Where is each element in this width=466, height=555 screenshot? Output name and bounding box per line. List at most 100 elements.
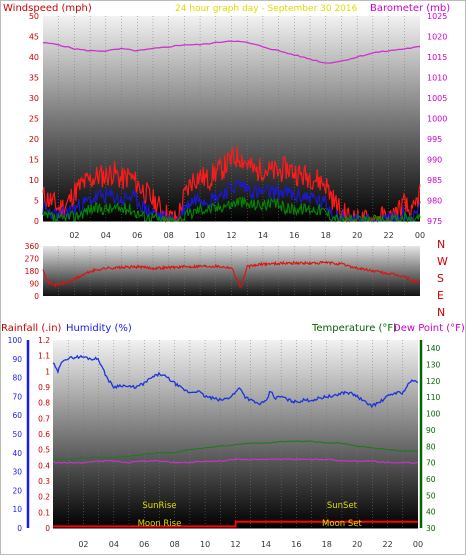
compass-label: S — [437, 272, 444, 285]
annotation-moon-set: Moon Set — [322, 519, 362, 529]
x-tick-label: 16 — [289, 231, 299, 240]
y-tick-label-rainfall: 1 — [45, 367, 50, 376]
compass-label: E — [437, 289, 444, 302]
x-tick-label: 20 — [352, 231, 362, 240]
x-tick-label: 08 — [170, 540, 180, 549]
annotation-sunrise: SunRise — [142, 501, 176, 511]
y-tick-label-rainfall: 1.1 — [38, 352, 50, 361]
y-tick-label-windspeed: 10 — [29, 176, 39, 185]
y-tick-label-barometer: 1005 — [427, 94, 447, 103]
y-tick-label-humidity: 0 — [17, 524, 22, 533]
y-tick-label-temperature: 120 — [426, 377, 441, 386]
x-tick-label: 22 — [383, 231, 393, 240]
x-tick-label: 02 — [69, 231, 79, 240]
y-tick-label-temperature: 60 — [426, 475, 436, 484]
left-axis-title: Windspeed (mph) — [3, 3, 92, 14]
x-tick-label: 00 — [415, 231, 425, 240]
y-tick-label-humidity: 40 — [12, 449, 22, 458]
y-tick-label-temperature: 90 — [426, 426, 436, 435]
y-tick-label-windspeed: 20 — [29, 135, 39, 144]
y-tick-label-rainfall: 0.8 — [38, 399, 50, 408]
y-tick-label-windspeed: 25 — [29, 115, 39, 124]
series-humidity — [52, 354, 419, 409]
y-tick-label-barometer: 975 — [427, 217, 442, 226]
y-tick-label-barometer: 1025 — [427, 12, 447, 21]
y-tick-label-windspeed: 40 — [29, 53, 39, 62]
x-tick-label: 04 — [101, 231, 111, 240]
y-tick-label-rainfall: 0.5 — [38, 446, 50, 455]
y-tick-label-humidity: 70 — [12, 392, 22, 401]
x-tick-label: 00 — [413, 540, 423, 549]
y-tick-label-humidity: 10 — [12, 505, 22, 514]
y-tick-label-humidity: 80 — [12, 374, 22, 383]
compass-label: N — [437, 238, 445, 251]
y-tick-label-windspeed: 45 — [29, 33, 39, 42]
right-axis-title: Barometer (mb) — [370, 3, 450, 14]
series-wind-minimum — [42, 196, 421, 224]
series-temperature — [52, 440, 419, 461]
y-tick-label-barometer: 995 — [427, 135, 442, 144]
y-tick-label-rainfall: 0.4 — [38, 461, 50, 470]
x-tick-label: 18 — [321, 231, 331, 240]
y-tick-label-windspeed: 15 — [29, 156, 39, 165]
humidity-temperature-panel: 010203040506070809010000.10.20.30.40.50.… — [8, 336, 441, 549]
compass-label: N — [437, 306, 445, 319]
x-tick-label: 20 — [352, 540, 362, 549]
y-tick-label-humidity: 50 — [12, 430, 22, 439]
y-tick-label-humidity: 30 — [12, 468, 22, 477]
y-tick-label-temperature: 70 — [426, 459, 436, 468]
windspeed-barometer-panel: 0510152025303540455097598098599099510001… — [29, 12, 448, 240]
x-tick-label: 18 — [322, 540, 332, 549]
center-title: 24 hour graph day - September 30 2016 — [175, 4, 358, 14]
y-tick-label-temperature: 130 — [426, 361, 441, 370]
x-tick-label: 04 — [109, 540, 119, 549]
y-tick-label-windspeed: 0 — [34, 217, 39, 226]
x-tick-label: 02 — [78, 540, 88, 549]
y-tick-label-rainfall: 1.2 — [38, 336, 50, 345]
y-tick-label-humidity: 60 — [12, 411, 22, 420]
series-barometer — [42, 40, 421, 64]
y-tick-label-direction: 90 — [29, 280, 39, 289]
y-tick-label-barometer: 980 — [427, 197, 442, 206]
y-tick-label-temperature: 140 — [426, 344, 441, 353]
x-tick-label: 16 — [291, 540, 301, 549]
y-tick-label-rainfall: 0.7 — [38, 414, 50, 423]
y-tick-label-windspeed: 50 — [29, 12, 39, 21]
dewpoint-axis-title: Dew Point (°F) — [393, 323, 465, 334]
series-wind-direction — [42, 260, 421, 289]
series-dewpoint — [53, 458, 419, 464]
humidity-axis-title: Humidity (%) — [66, 323, 132, 334]
y-tick-label-humidity: 100 — [8, 336, 23, 345]
x-tick-label: 06 — [132, 231, 142, 240]
y-tick-label-humidity: 90 — [12, 355, 22, 364]
y-tick-label-direction: 270 — [25, 255, 40, 264]
x-tick-label: 10 — [195, 231, 205, 240]
y-tick-label-rainfall: 0.9 — [38, 383, 50, 392]
y-tick-label-barometer: 1000 — [427, 115, 447, 124]
y-tick-label-barometer: 985 — [427, 176, 442, 185]
y-tick-label-temperature: 80 — [426, 442, 436, 451]
y-tick-label-temperature: 30 — [426, 524, 436, 533]
y-tick-label-rainfall: 0.1 — [38, 508, 50, 517]
series-rainfall — [53, 520, 418, 528]
y-tick-label-direction: 180 — [25, 267, 40, 276]
annotation-sunset: SunSet — [327, 501, 358, 511]
y-tick-label-rainfall: 0.2 — [38, 493, 50, 502]
y-tick-label-temperature: 50 — [426, 491, 436, 500]
x-tick-label: 06 — [139, 540, 149, 549]
y-tick-label-direction: 0 — [34, 292, 39, 301]
y-tick-label-barometer: 1015 — [427, 53, 447, 62]
y-tick-label-windspeed: 30 — [29, 94, 39, 103]
y-tick-label-temperature: 110 — [426, 393, 441, 402]
y-tick-label-barometer: 1010 — [427, 74, 447, 83]
y-tick-label-rainfall: 0.6 — [38, 430, 50, 439]
y-tick-label-rainfall: 0 — [45, 524, 50, 533]
y-tick-label-rainfall: 0.3 — [38, 477, 50, 486]
y-tick-label-humidity: 20 — [12, 486, 22, 495]
temperature-axis-title: Temperature (°F) — [311, 323, 397, 334]
x-tick-label: 10 — [200, 540, 210, 549]
compass-label: W — [437, 255, 448, 268]
